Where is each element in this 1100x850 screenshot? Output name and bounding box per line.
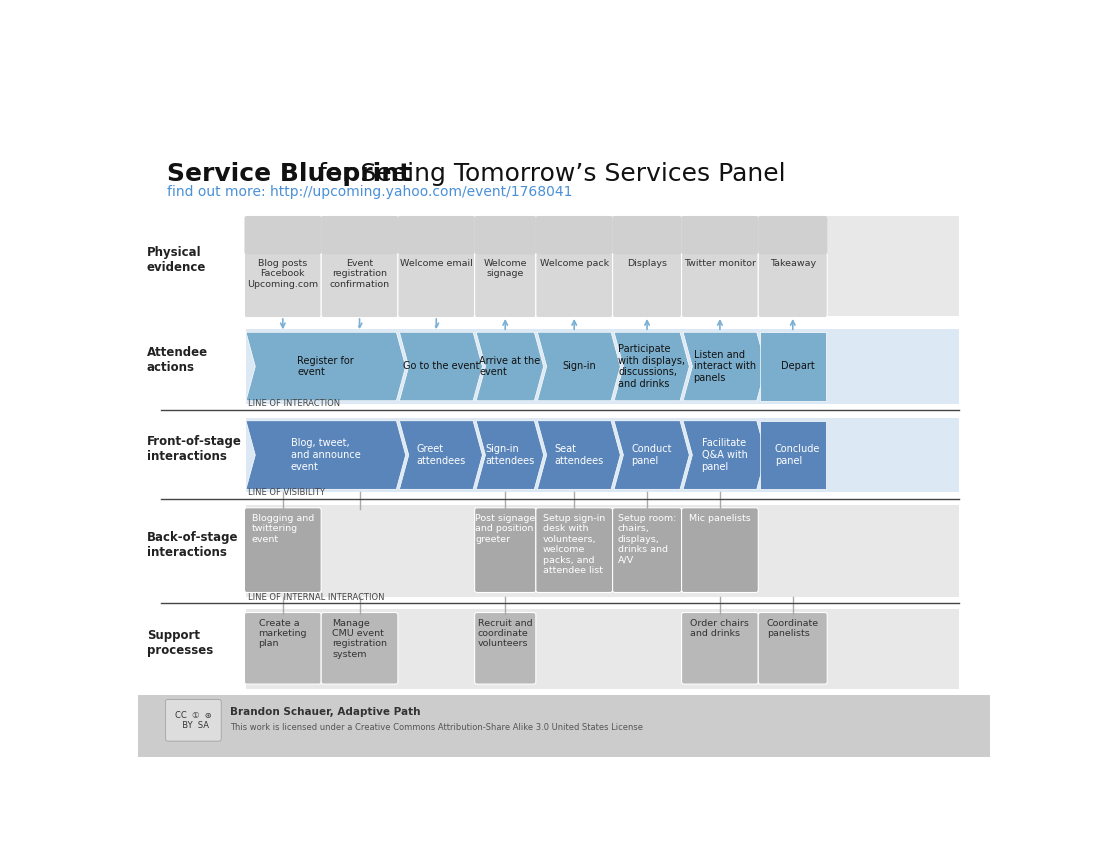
- FancyBboxPatch shape: [682, 613, 758, 684]
- Text: Listen and
interact with
panels: Listen and interact with panels: [693, 350, 756, 383]
- FancyBboxPatch shape: [613, 216, 682, 254]
- Polygon shape: [683, 332, 766, 400]
- FancyBboxPatch shape: [758, 216, 827, 254]
- Text: LINE OF INTERNAL INTERACTION: LINE OF INTERNAL INTERACTION: [248, 592, 384, 602]
- FancyBboxPatch shape: [244, 253, 321, 318]
- FancyBboxPatch shape: [613, 253, 682, 318]
- FancyBboxPatch shape: [321, 613, 398, 684]
- Text: Arrive at the
event: Arrive at the event: [480, 355, 540, 377]
- Bar: [246, 609, 959, 688]
- Text: Sign-in: Sign-in: [562, 361, 596, 371]
- Text: Conduct
panel: Conduct panel: [631, 445, 672, 466]
- Text: Blogging and
twittering
event: Blogging and twittering event: [252, 514, 314, 544]
- FancyBboxPatch shape: [682, 507, 758, 592]
- Polygon shape: [399, 332, 483, 400]
- FancyBboxPatch shape: [613, 507, 682, 592]
- Text: Service Blueprint: Service Blueprint: [167, 162, 411, 186]
- FancyBboxPatch shape: [758, 253, 827, 318]
- FancyBboxPatch shape: [321, 216, 398, 254]
- FancyBboxPatch shape: [758, 613, 827, 684]
- Polygon shape: [538, 332, 620, 400]
- Text: Post signage
and position
greeter: Post signage and position greeter: [475, 514, 536, 544]
- Text: This work is licensed under a Creative Commons Attribution-Share Alike 3.0 Unite: This work is licensed under a Creative C…: [231, 722, 644, 732]
- Text: Mic panelists: Mic panelists: [689, 514, 751, 523]
- Bar: [246, 329, 959, 404]
- Polygon shape: [614, 421, 690, 490]
- FancyBboxPatch shape: [398, 253, 474, 318]
- Text: Greet
attendees: Greet attendees: [416, 445, 465, 466]
- Polygon shape: [538, 421, 620, 490]
- FancyBboxPatch shape: [474, 216, 536, 254]
- Bar: [138, 695, 990, 756]
- Text: Back-of-stage
interactions: Back-of-stage interactions: [146, 530, 239, 558]
- Polygon shape: [246, 332, 406, 400]
- Text: Sign-in
attendees: Sign-in attendees: [485, 445, 535, 466]
- Text: Coordinate
panelists: Coordinate panelists: [767, 619, 818, 638]
- Text: for Seeing Tomorrow’s Services Panel: for Seeing Tomorrow’s Services Panel: [310, 162, 785, 186]
- FancyBboxPatch shape: [244, 507, 321, 592]
- FancyBboxPatch shape: [536, 253, 613, 318]
- Polygon shape: [476, 332, 543, 400]
- FancyBboxPatch shape: [474, 507, 536, 592]
- Text: Brandon Schauer, Adaptive Path: Brandon Schauer, Adaptive Path: [231, 707, 421, 717]
- Text: Welcome
signage: Welcome signage: [484, 259, 527, 279]
- FancyBboxPatch shape: [536, 507, 613, 592]
- Text: Event
registration
confirmation: Event registration confirmation: [330, 259, 389, 289]
- Text: Displays: Displays: [627, 259, 667, 268]
- Text: Facilitate
Q&A with
panel: Facilitate Q&A with panel: [702, 439, 748, 472]
- Polygon shape: [476, 421, 543, 490]
- FancyBboxPatch shape: [474, 613, 536, 684]
- FancyBboxPatch shape: [321, 253, 398, 318]
- Polygon shape: [614, 332, 690, 400]
- Text: Takeaway: Takeaway: [770, 259, 816, 268]
- Text: CC  ①  ⊛
  BY  SA: CC ① ⊛ BY SA: [175, 711, 211, 730]
- Text: Setup room:
chairs,
displays,
drinks and
A/V: Setup room: chairs, displays, drinks and…: [618, 514, 676, 564]
- Text: Setup sign-in
desk with
volunteers,
welcome
packs, and
attendee list: Setup sign-in desk with volunteers, welc…: [543, 514, 605, 575]
- Text: Recruit and
coordinate
volunteers: Recruit and coordinate volunteers: [477, 619, 532, 649]
- Bar: [246, 417, 959, 492]
- FancyBboxPatch shape: [682, 253, 758, 318]
- Text: find out more: http://upcoming.yahoo.com/event/1768041: find out more: http://upcoming.yahoo.com…: [167, 185, 572, 199]
- Text: Seat
attendees: Seat attendees: [554, 445, 604, 466]
- Polygon shape: [399, 421, 483, 490]
- FancyBboxPatch shape: [244, 216, 321, 254]
- Text: Manage
CMU event
registration
system: Manage CMU event registration system: [332, 619, 387, 659]
- Text: Participate
with displays,
discussions,
and drinks: Participate with displays, discussions, …: [618, 344, 685, 389]
- Text: Attendee
actions: Attendee actions: [146, 346, 208, 374]
- Bar: [246, 505, 959, 597]
- FancyBboxPatch shape: [536, 216, 613, 254]
- Text: Order chairs
and drinks: Order chairs and drinks: [691, 619, 749, 638]
- Text: Welcome pack: Welcome pack: [540, 259, 608, 268]
- FancyBboxPatch shape: [165, 700, 221, 741]
- FancyBboxPatch shape: [682, 216, 758, 254]
- Text: Blog, tweet,
and announce
event: Blog, tweet, and announce event: [292, 439, 361, 472]
- FancyBboxPatch shape: [474, 253, 536, 318]
- Text: Conclude
panel: Conclude panel: [774, 445, 821, 466]
- Polygon shape: [683, 421, 766, 490]
- Text: LINE OF VISIBILITY: LINE OF VISIBILITY: [248, 488, 324, 497]
- Text: LINE OF INTERACTION: LINE OF INTERACTION: [248, 400, 340, 409]
- Text: Support
processes: Support processes: [146, 629, 213, 657]
- Text: Physical
evidence: Physical evidence: [146, 246, 206, 274]
- FancyBboxPatch shape: [244, 613, 321, 684]
- Text: Welcome email: Welcome email: [400, 259, 473, 268]
- Text: Register for
event: Register for event: [297, 355, 354, 377]
- Text: Blog posts
Facebook
Upcoming.com: Blog posts Facebook Upcoming.com: [248, 259, 318, 289]
- Text: Go to the event: Go to the event: [403, 361, 480, 371]
- FancyBboxPatch shape: [398, 216, 474, 254]
- Text: Create a
marketing
plan: Create a marketing plan: [258, 619, 307, 649]
- Polygon shape: [246, 421, 406, 490]
- Text: Twitter monitor: Twitter monitor: [684, 259, 756, 268]
- Polygon shape: [760, 332, 826, 400]
- Bar: [246, 216, 959, 316]
- Text: Depart: Depart: [781, 361, 814, 371]
- Polygon shape: [760, 421, 826, 490]
- Text: Front-of-stage
interactions: Front-of-stage interactions: [146, 435, 242, 463]
